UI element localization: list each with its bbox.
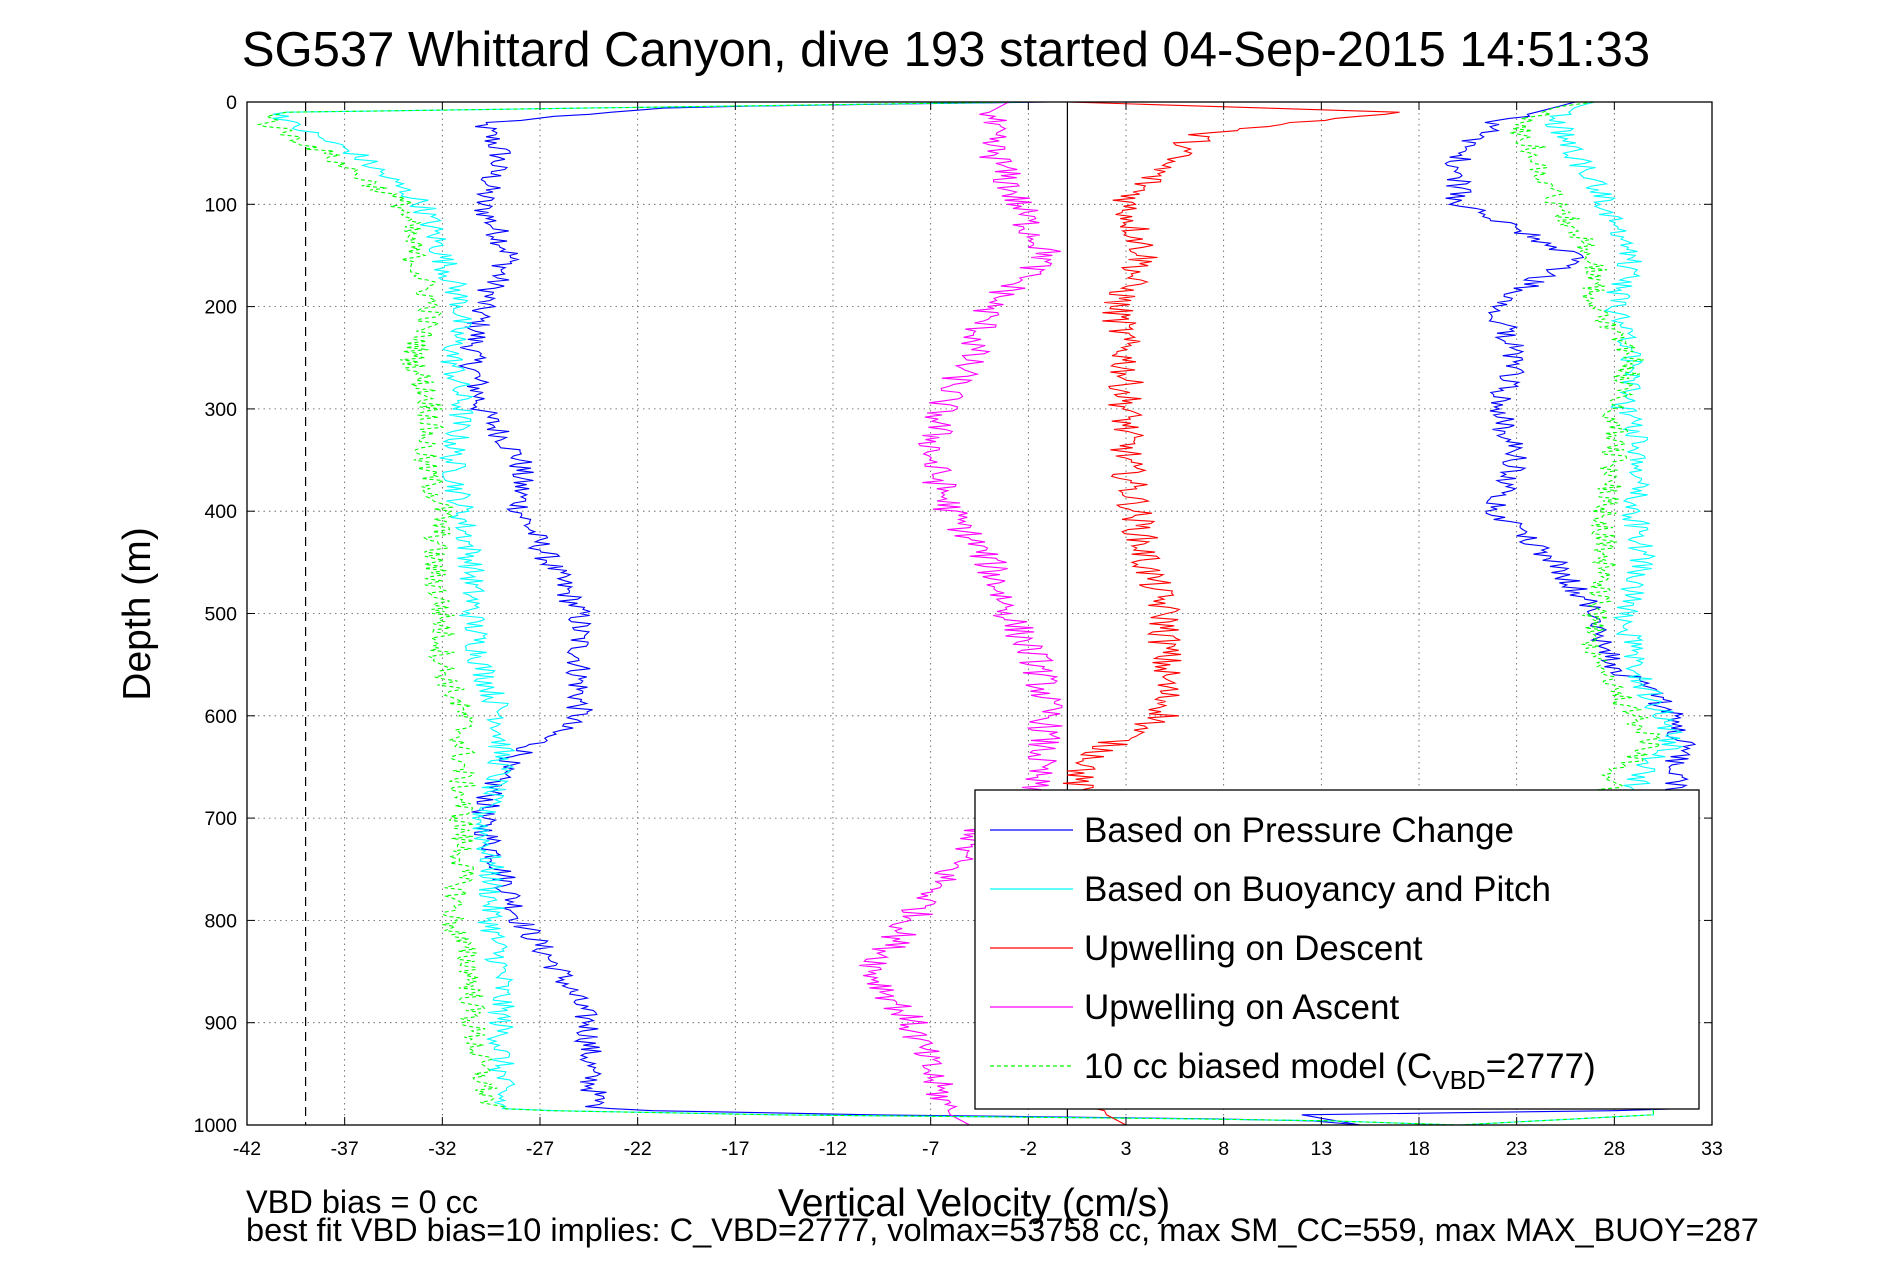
footer-line-2: best fit VBD bias=10 implies: C_VBD=2777… (246, 1212, 1759, 1248)
y-axis-label: Depth (m) (116, 527, 159, 700)
chart-title: SG537 Whittard Canyon, dive 193 started … (242, 23, 1650, 77)
x-tick-label: 33 (1701, 1138, 1723, 1160)
legend-label-text: Based on Pressure Change (1084, 811, 1514, 850)
x-tick-label: 23 (1506, 1138, 1528, 1160)
y-tick-label: 600 (204, 706, 237, 728)
y-axis-ticks: 0 100 200 300 400 500 600 700 800 900 1000 (194, 92, 1712, 1137)
legend-label-subscript: VBD (1432, 1065, 1485, 1095)
x-tick-label: -22 (624, 1138, 652, 1160)
x-tick-label: 3 (1121, 1138, 1132, 1160)
legend-label: Upwelling on Descent (1084, 929, 1423, 968)
y-tick-label: 0 (226, 92, 237, 114)
legend-label: Based on Buoyancy and Pitch (1084, 870, 1551, 909)
y-tick-label: 100 (204, 194, 237, 216)
footer-line-1: VBD bias = 0 cc (246, 1184, 478, 1220)
x-tick-label: -7 (922, 1138, 939, 1160)
y-tick-label: 400 (204, 501, 237, 523)
y-tick-label: 900 (204, 1013, 237, 1035)
legend-box (974, 789, 1700, 1110)
x-tick-label: -27 (526, 1138, 554, 1160)
series-line-3 (859, 102, 1063, 1125)
x-tick-label: 28 (1603, 1138, 1625, 1160)
legend-label-text: Upwelling on Ascent (1084, 988, 1399, 1027)
x-tick-label: -42 (233, 1138, 261, 1160)
x-axis-label: Vertical Velocity (cm/s) (778, 1182, 1170, 1225)
x-tick-label: -12 (819, 1138, 847, 1160)
y-tick-label: 800 (204, 910, 237, 932)
y-tick-label: 700 (204, 808, 237, 830)
y-tick-label: 500 (204, 604, 237, 626)
legend-label-text: Based on Buoyancy and Pitch (1084, 870, 1551, 909)
y-tick-label: 200 (204, 297, 237, 319)
y-tick-label: 300 (204, 399, 237, 421)
series-line-4-ascent (1458, 102, 1668, 1125)
legend-label-text: Upwelling on Descent (1084, 929, 1423, 968)
legend-label-tail: =2777) (1486, 1047, 1596, 1086)
x-tick-label: -17 (721, 1138, 749, 1160)
legend-label: Based on Pressure Change (1084, 811, 1514, 850)
x-tick-label: -2 (1020, 1138, 1037, 1160)
x-tick-label: 18 (1408, 1138, 1430, 1160)
legend-label-text: 10 cc biased model (C (1084, 1047, 1432, 1086)
y-tick-label: 1000 (194, 1115, 238, 1137)
x-tick-label: 8 (1218, 1138, 1229, 1160)
legend-label: Upwelling on Ascent (1084, 988, 1399, 1027)
legend-label: 10 cc biased model (CVBD=2777) (1084, 1047, 1596, 1095)
x-tick-label: 13 (1310, 1138, 1332, 1160)
legend: Based on Pressure Change Based on Buoyanc… (974, 789, 1700, 1110)
series-line-0 (457, 102, 1361, 1125)
x-axis-ticks: -42 -37 -32 -27 -22 -17 -12 -7 -2 3 8 13 18 23 28 33 (233, 102, 1723, 1160)
x-tick-label: -32 (428, 1138, 456, 1160)
series-line-4 (256, 102, 1459, 1125)
series-line-1 (272, 102, 1459, 1125)
x-tick-label: -37 (331, 1138, 359, 1160)
